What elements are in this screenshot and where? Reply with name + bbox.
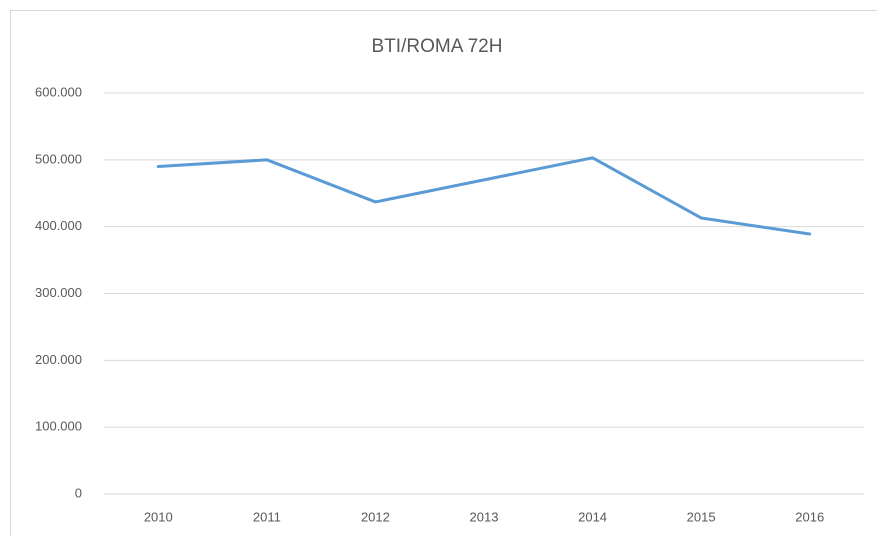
- y-tick-label: 0: [75, 485, 82, 500]
- x-tick-label: 2012: [361, 509, 390, 524]
- chart-frame: [10, 10, 877, 536]
- y-tick-label: 300.000: [35, 285, 82, 300]
- x-tick-label: 2011: [253, 509, 281, 524]
- x-tick-label: 2016: [795, 509, 824, 524]
- x-tick-label: 2014: [578, 509, 607, 524]
- x-tick-label: 2015: [687, 509, 716, 524]
- x-tick-label: 2013: [470, 509, 499, 524]
- y-tick-label: 100.000: [35, 419, 82, 434]
- line-series: [156, 156, 812, 236]
- y-tick-label: 500.000: [35, 151, 82, 166]
- y-tick-label: 200.000: [35, 352, 82, 367]
- chart-title: BTI/ROMA 72H: [372, 36, 503, 57]
- y-tick-label: 600.000: [35, 84, 82, 99]
- x-tick-label: 2010: [144, 509, 173, 524]
- y-tick-label: 400.000: [35, 218, 82, 233]
